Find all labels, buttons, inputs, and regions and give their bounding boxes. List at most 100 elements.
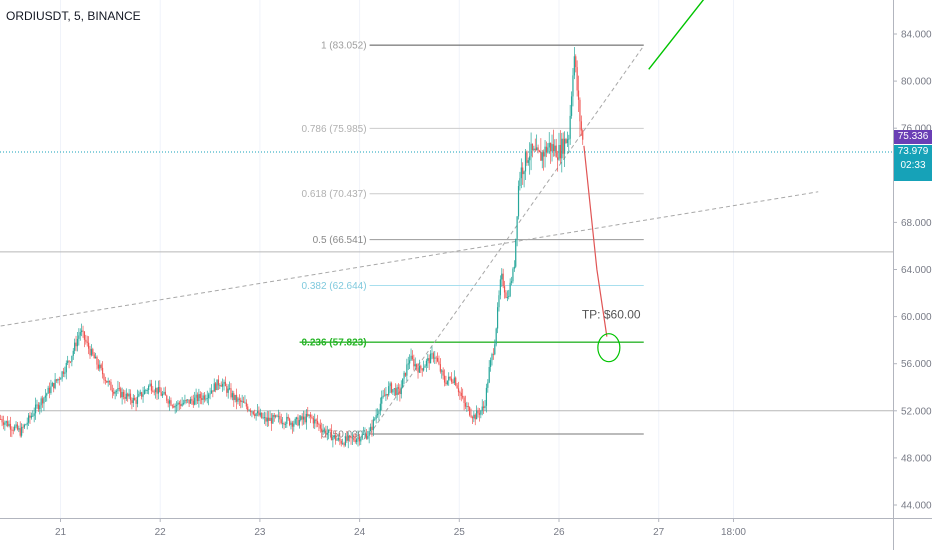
y-tick-label: 80.000: [901, 77, 932, 88]
candle-body: [471, 417, 474, 419]
candle-body: [446, 380, 448, 385]
candle-body: [245, 402, 247, 407]
candle-body: [483, 406, 485, 409]
candle-body: [145, 390, 147, 391]
candle-body: [21, 426, 23, 436]
candle-body: [481, 406, 483, 411]
fib-level-label: 0 (50.030): [321, 429, 367, 440]
candle-body: [149, 383, 151, 386]
candle-body: [37, 404, 39, 410]
candle-body: [14, 426, 16, 431]
candle-body: [499, 279, 501, 296]
candle-body: [1, 419, 3, 423]
candle-body: [74, 342, 76, 351]
candle-body: [476, 410, 478, 420]
candle-body: [284, 423, 287, 425]
candle-body: [312, 418, 314, 424]
candle-body: [466, 406, 468, 407]
candle-body: [501, 273, 503, 280]
candle-body: [492, 354, 494, 355]
candle-body: [575, 56, 577, 68]
candle-body: [51, 382, 53, 387]
candle-body: [449, 376, 451, 379]
candle-body: [526, 151, 528, 163]
candle-body: [104, 379, 106, 381]
candle-body: [69, 361, 72, 363]
last-price-tag: 75.336: [894, 130, 932, 144]
candle-body: [90, 349, 93, 356]
candle-body: [410, 355, 412, 361]
candle-body: [254, 414, 256, 417]
candle-body: [79, 332, 81, 336]
candle-body: [342, 443, 344, 445]
candle-body: [496, 307, 499, 329]
candle-body: [487, 382, 489, 388]
candle-body: [456, 385, 458, 389]
candle-body: [76, 338, 79, 347]
candle-body: [378, 411, 380, 414]
candle-body: [40, 398, 42, 406]
candle-body: [522, 167, 524, 175]
candle-body: [143, 390, 146, 395]
candle-body: [26, 422, 28, 425]
candle-body: [212, 390, 214, 392]
candle-body: [234, 394, 236, 400]
candle-body: [559, 144, 561, 159]
candle-body: [75, 342, 77, 347]
candle-body: [227, 388, 229, 393]
candle-body: [537, 147, 539, 151]
candle-body: [188, 399, 190, 404]
candle-body: [473, 414, 475, 419]
candle-body: [347, 435, 349, 441]
y-tick-label: 76.000: [901, 124, 932, 135]
candle-body: [108, 381, 111, 383]
candle-body: [5, 421, 7, 423]
candle-body: [349, 435, 351, 437]
candle-body: [385, 393, 387, 396]
candle-body: [157, 386, 160, 394]
candle-body: [263, 417, 266, 418]
candle-body: [457, 388, 460, 393]
candle-body: [407, 363, 409, 365]
candle-body: [417, 367, 419, 373]
candle-body: [67, 360, 69, 363]
candle-body: [287, 416, 289, 419]
candle-body: [199, 394, 201, 399]
green-trend-segment: [648, 0, 705, 70]
candle-body: [290, 422, 292, 425]
candle-body: [315, 419, 317, 421]
candle-body: [392, 389, 394, 393]
candle-body: [512, 268, 514, 282]
candle-body: [390, 383, 393, 393]
candle-body: [128, 393, 130, 397]
candle-body: [279, 415, 281, 420]
candle-body: [54, 379, 56, 389]
fib-level-label: 0.236 (57.823): [302, 338, 367, 349]
candle-body: [68, 360, 70, 362]
candle-body: [356, 439, 358, 443]
candle-body: [2, 422, 5, 425]
candle-body: [316, 420, 319, 424]
candle-body: [362, 433, 365, 435]
candle-body: [421, 368, 423, 371]
candle-body: [513, 266, 515, 269]
candle-body: [82, 330, 84, 332]
x-tick-label: 25: [454, 527, 466, 538]
candle-body: [48, 387, 51, 393]
candle-body: [441, 370, 443, 372]
candle-body: [319, 424, 321, 429]
candle-body: [148, 385, 150, 390]
candle-body: [166, 395, 168, 401]
candle-body: [478, 413, 481, 415]
candle-body: [425, 360, 427, 366]
candle-body: [219, 385, 221, 386]
candle-body: [23, 424, 26, 428]
candle-body: [297, 417, 299, 426]
candle-body: [423, 367, 425, 371]
candle-body: [135, 400, 137, 404]
candle-body: [182, 402, 185, 404]
candle-body: [548, 142, 550, 148]
candle-body: [88, 342, 90, 349]
